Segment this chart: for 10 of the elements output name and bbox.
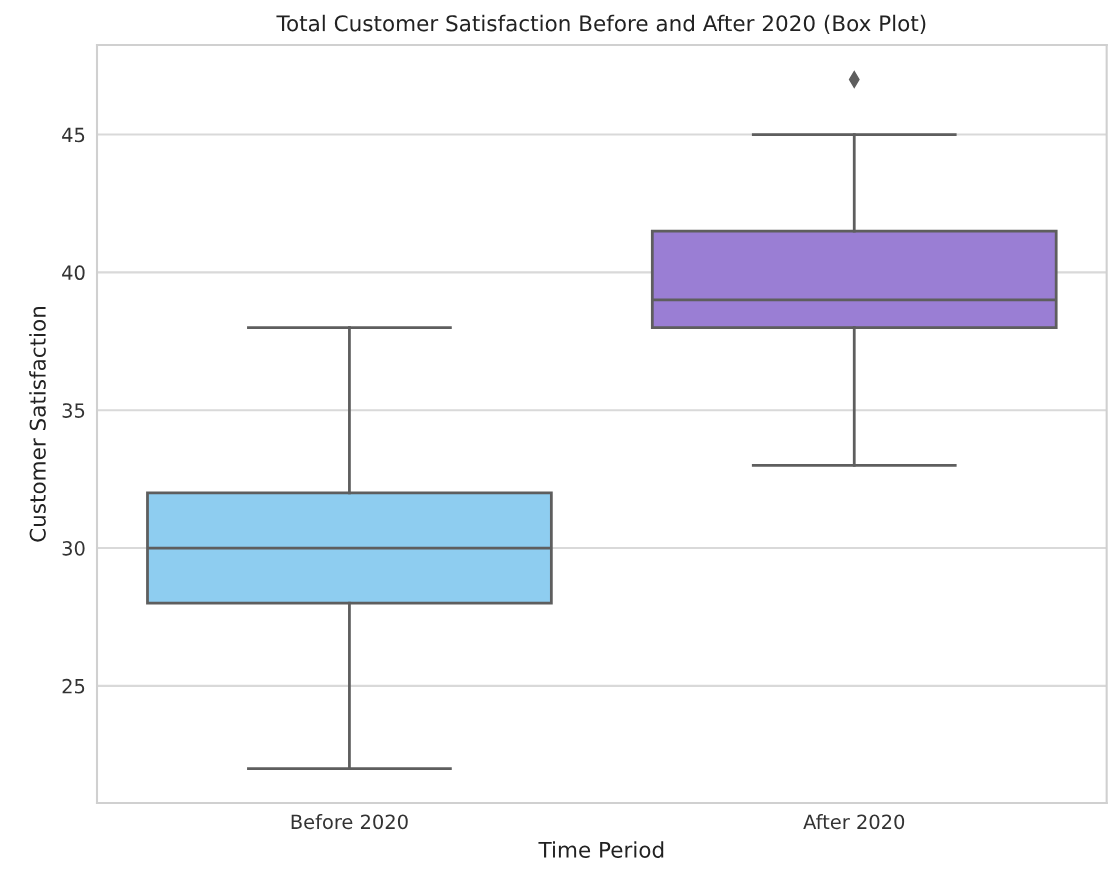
y-tick-label: 30 bbox=[62, 540, 85, 556]
y-tick-label: 25 bbox=[62, 678, 85, 694]
y-tick-label: 45 bbox=[62, 127, 85, 143]
y-tick-label: 35 bbox=[62, 403, 85, 418]
x-tick-label: After 2020 bbox=[803, 814, 905, 830]
y-axis-title: Customer Satisfaction bbox=[29, 306, 46, 542]
chart-title: Total Customer Satisfaction Before and After 2020 (Box Plot) bbox=[276, 14, 926, 34]
y-tick-label: 40 bbox=[62, 265, 85, 281]
x-tick-label: Before 2020 bbox=[291, 814, 408, 830]
x-axis-title: Time Period bbox=[538, 841, 664, 858]
